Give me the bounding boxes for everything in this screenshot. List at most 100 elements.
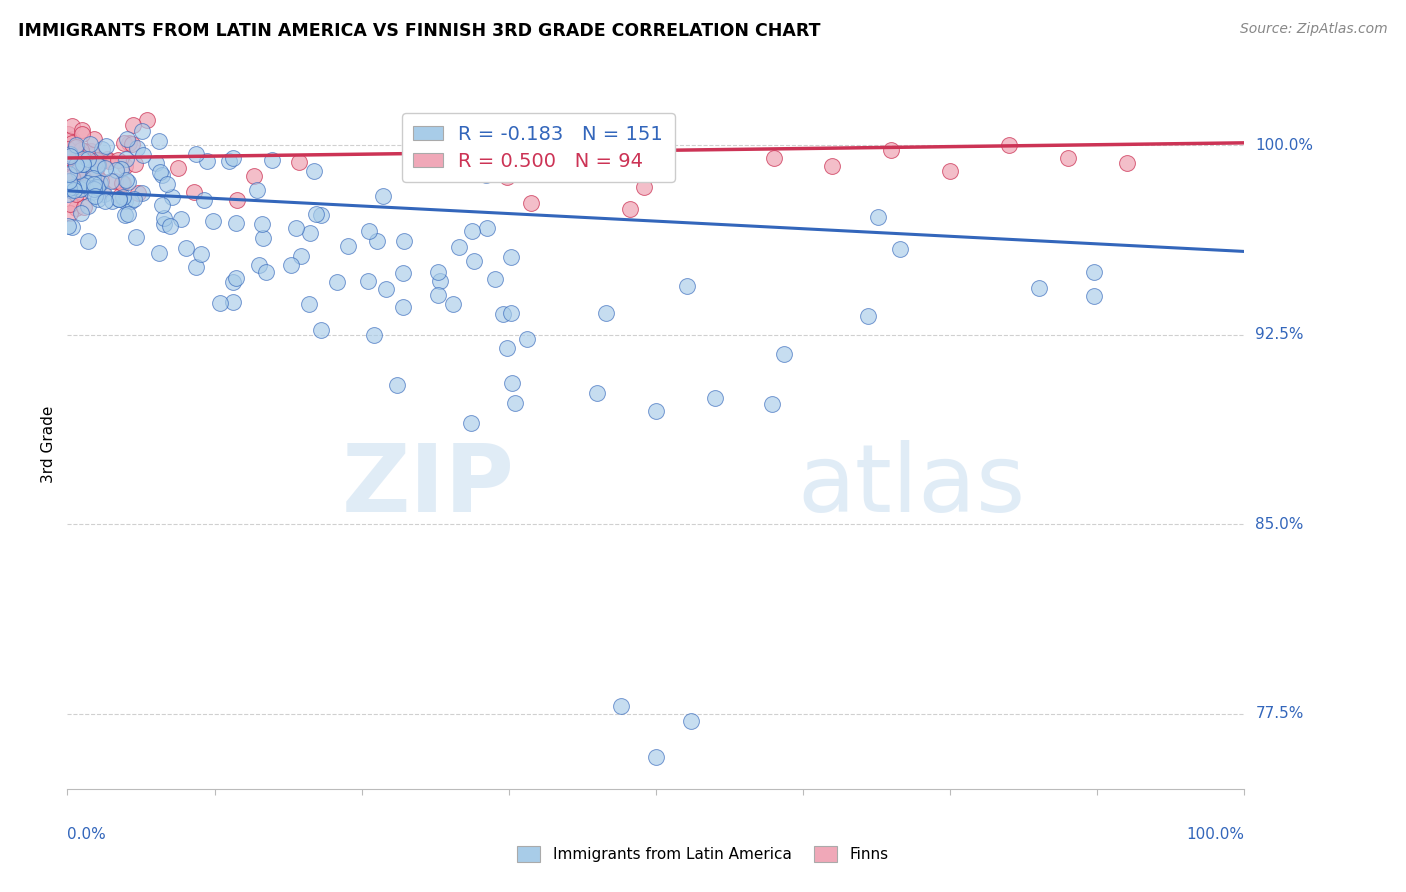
Point (89, 176, 111, 190)
Point (889, 242, 911, 256)
Point (112, 136, 135, 151)
Point (69, 144, 91, 158)
Point (83, 180, 105, 194)
Point (184, 260, 207, 274)
Point (124, 156, 146, 170)
Point (62, 171, 84, 186)
Point (72, 157, 94, 171)
Point (111, 176, 134, 190)
Point (115, 173, 138, 187)
Point (60, 180, 83, 194)
Point (298, 297, 321, 311)
Point (94, 194, 117, 208)
Y-axis label: 3rd Grade: 3rd Grade (41, 406, 56, 483)
Point (150, 198, 173, 212)
Point (67, 164, 90, 178)
Point (149, 165, 172, 179)
Point (285, 221, 308, 235)
Point (76, 199, 98, 213)
Point (114, 159, 136, 173)
Point (193, 194, 215, 208)
Point (288, 155, 311, 169)
Point (84, 189, 107, 203)
Point (484, 272, 506, 286)
Text: 77.5%: 77.5% (1256, 706, 1303, 721)
Point (357, 274, 380, 288)
Point (150, 168, 173, 182)
Point (114, 208, 136, 222)
Point (463, 254, 485, 268)
Point (1083, 265, 1105, 279)
Point (56, 153, 79, 167)
Point (218, 153, 240, 168)
Point (290, 249, 312, 263)
Point (460, 416, 482, 430)
Point (58, 174, 80, 188)
Point (125, 229, 148, 244)
Point (73, 151, 96, 165)
Point (63, 183, 86, 197)
Point (66, 168, 89, 182)
Point (60, 132, 83, 146)
Point (87, 192, 110, 206)
Point (58, 167, 80, 181)
Point (60, 136, 83, 151)
Point (222, 151, 245, 165)
Point (60, 166, 83, 180)
Point (633, 180, 655, 194)
Point (131, 186, 153, 200)
Point (66, 164, 89, 178)
Point (496, 342, 519, 356)
Point (80, 145, 103, 159)
Point (392, 266, 415, 280)
Point (225, 271, 247, 285)
Point (761, 397, 783, 411)
Point (516, 332, 538, 346)
Point (59, 159, 82, 173)
Point (499, 306, 522, 320)
Point (59, 149, 82, 163)
Point (59, 206, 82, 220)
Point (58, 164, 80, 178)
Point (58, 181, 80, 195)
Point (309, 208, 332, 222)
Point (56, 153, 79, 168)
Point (309, 323, 332, 337)
Point (96, 152, 118, 166)
Point (426, 288, 449, 302)
Point (108, 192, 131, 206)
Point (247, 258, 270, 272)
Point (90, 142, 112, 156)
Point (83, 132, 105, 146)
Point (183, 185, 205, 199)
Point (120, 194, 142, 209)
Point (65, 137, 87, 152)
Point (98, 153, 121, 168)
Point (62, 180, 84, 194)
Point (527, 147, 550, 161)
Point (225, 216, 247, 230)
Point (70, 152, 93, 166)
Point (58, 150, 80, 164)
Point (127, 141, 149, 155)
Point (460, 224, 482, 238)
Point (392, 234, 415, 248)
Point (501, 250, 523, 264)
Point (60, 139, 83, 153)
Point (108, 192, 131, 206)
Point (246, 183, 269, 197)
Point (59, 154, 82, 169)
Point (94, 161, 117, 175)
Point (62, 171, 84, 186)
Point (105, 163, 128, 178)
Point (586, 385, 609, 400)
Point (167, 161, 190, 175)
Point (56, 170, 79, 185)
Point (1115, 156, 1137, 170)
Point (82, 148, 104, 162)
Point (496, 169, 519, 184)
Legend: R = -0.183   N = 151, R = 0.500   N = 94: R = -0.183 N = 151, R = 0.500 N = 94 (402, 113, 675, 182)
Point (222, 275, 245, 289)
Point (475, 168, 498, 182)
Point (70, 128, 93, 142)
